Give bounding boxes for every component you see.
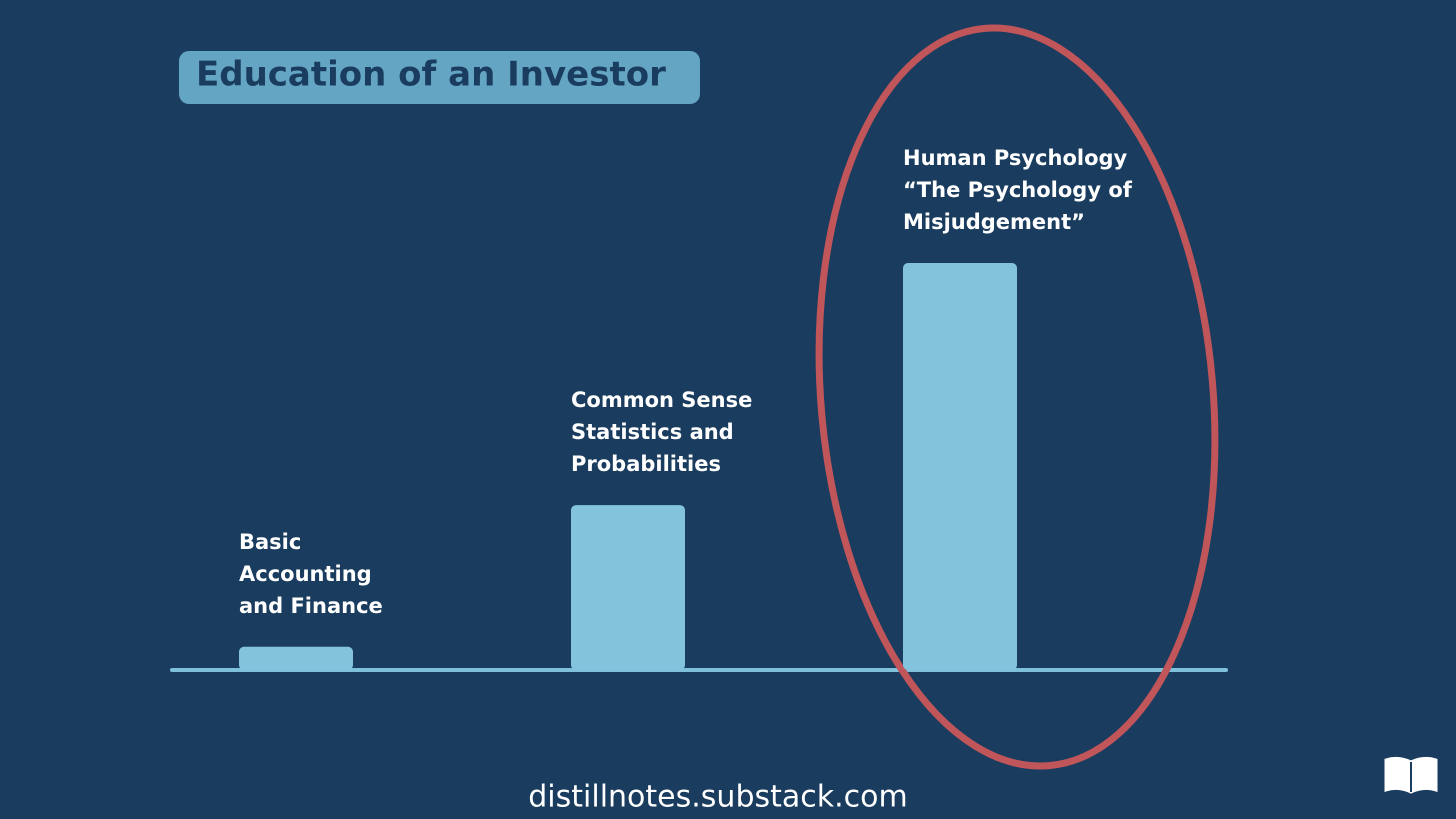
- highlight-circle: [815, 24, 1219, 770]
- category-label: Basic: [239, 530, 301, 554]
- bar: [903, 263, 1017, 670]
- category-label: Human Psychology: [903, 146, 1128, 170]
- category-label: Misjudgement”: [903, 210, 1085, 234]
- footer: distillnotes.substack.com: [528, 780, 907, 815]
- category-label: Probabilities: [571, 452, 721, 476]
- category-label: and Finance: [239, 594, 383, 618]
- category-label: Common Sense: [571, 388, 752, 412]
- category-label: Accounting: [239, 562, 372, 586]
- category-label: Statistics and: [571, 420, 734, 444]
- bar: [239, 646, 353, 670]
- category-label: “The Psychology of: [903, 178, 1133, 202]
- book-icon: [1384, 756, 1438, 794]
- chart-title: Education of an Investor: [196, 55, 666, 95]
- title-box: [179, 51, 700, 104]
- bar: [571, 505, 685, 670]
